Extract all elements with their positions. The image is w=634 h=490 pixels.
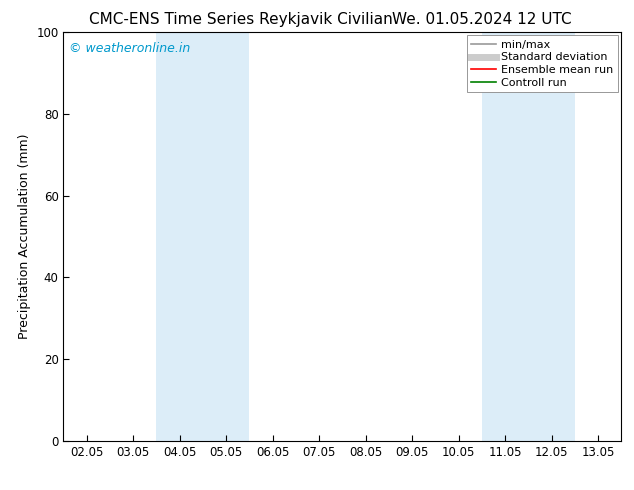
Y-axis label: Precipitation Accumulation (mm): Precipitation Accumulation (mm) xyxy=(18,134,30,339)
Bar xyxy=(482,32,575,441)
Text: We. 01.05.2024 12 UTC: We. 01.05.2024 12 UTC xyxy=(392,12,572,27)
Legend: min/max, Standard deviation, Ensemble mean run, Controll run: min/max, Standard deviation, Ensemble me… xyxy=(467,35,618,93)
Text: CMC-ENS Time Series Reykjavik Civilian: CMC-ENS Time Series Reykjavik Civilian xyxy=(89,12,393,27)
Bar xyxy=(157,32,249,441)
Text: © weatheronline.in: © weatheronline.in xyxy=(69,42,190,55)
